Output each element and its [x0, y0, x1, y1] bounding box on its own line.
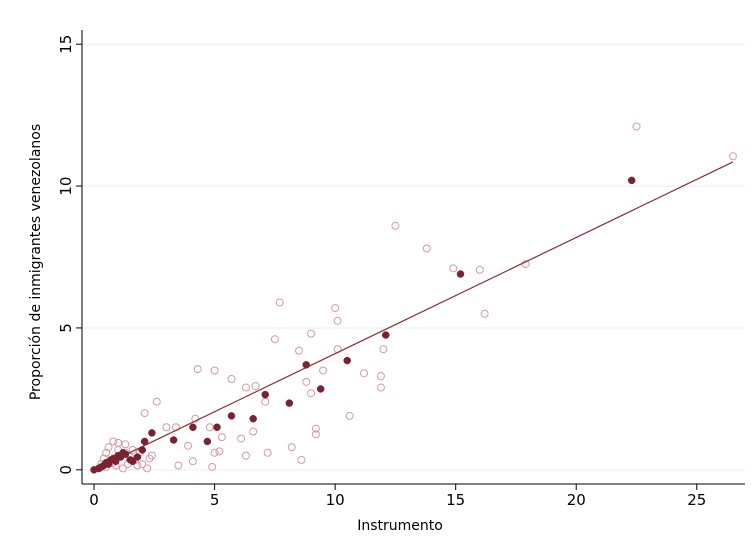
hollow-point	[217, 433, 226, 442]
filled-point	[140, 437, 149, 446]
hollow-point	[138, 460, 147, 469]
x-tick-label: 20	[567, 491, 586, 509]
hollow-point	[263, 448, 272, 457]
hollow-point	[208, 462, 217, 471]
hollow-point	[162, 423, 171, 432]
hollow-point	[728, 152, 737, 161]
hollow-point	[227, 375, 236, 384]
hollow-point	[174, 461, 183, 470]
hollow-point	[205, 423, 214, 432]
hollow-point	[307, 389, 316, 398]
hollow-point	[118, 464, 127, 473]
hollow-point	[188, 457, 197, 466]
hollow-point	[121, 440, 130, 449]
hollow-point	[147, 451, 156, 460]
hollow-point	[104, 443, 113, 452]
hollow-point	[210, 448, 219, 457]
hollow-point	[331, 304, 340, 313]
hollow-point	[237, 434, 246, 443]
x-tick-label: 0	[89, 491, 99, 509]
hollow-point	[152, 397, 161, 406]
hollow-point	[114, 438, 123, 447]
hollow-point	[210, 366, 219, 375]
hollow-point	[294, 346, 303, 355]
x-tick-label: 5	[210, 491, 220, 509]
hollow-point	[480, 309, 489, 318]
hollow-point	[376, 372, 385, 381]
filled-point	[382, 331, 390, 339]
filled-point	[627, 176, 636, 185]
hollow-point	[422, 244, 431, 253]
hollow-point	[391, 221, 400, 230]
hollow-point	[140, 409, 149, 418]
hollow-point	[360, 369, 369, 378]
x-tick-label: 10	[326, 491, 345, 509]
gridlines	[82, 43, 745, 471]
hollow-point	[307, 329, 316, 338]
hollow-point	[261, 397, 270, 406]
filled-point	[302, 361, 310, 369]
hollow-point	[215, 447, 224, 456]
filled-point	[261, 390, 269, 399]
hollow-point	[379, 345, 388, 354]
hollow-point	[319, 366, 328, 375]
filled-point	[203, 437, 212, 446]
y-tick-label: 15	[57, 35, 75, 54]
hollow-point	[475, 265, 484, 274]
hollow-point	[241, 451, 250, 460]
x-axis-title: Instrumento	[357, 518, 443, 534]
hollow-markers	[94, 122, 737, 473]
filled-point	[138, 446, 147, 454]
hollow-point	[109, 437, 118, 446]
filled-markers	[90, 176, 636, 474]
hollow-point	[270, 335, 279, 344]
y-tick-label: 5	[57, 323, 75, 333]
y-tick-label: 0	[57, 465, 75, 475]
hollow-point	[143, 464, 152, 473]
hollow-point	[311, 430, 320, 439]
fit-line-layer	[93, 161, 734, 471]
filled-point	[249, 414, 257, 423]
filled-point	[227, 412, 236, 420]
hollow-point	[251, 382, 260, 391]
hollow-point	[333, 316, 342, 325]
filled-point	[148, 429, 156, 437]
hollow-point	[345, 411, 354, 420]
filled-point	[456, 270, 465, 278]
filled-point	[169, 436, 178, 444]
hollow-point	[449, 264, 458, 273]
y-axis-title: Proporción de inmigrantes venezolanos	[28, 124, 44, 400]
filled-point	[213, 423, 221, 431]
hollow-point	[184, 441, 193, 450]
filled-point	[121, 450, 130, 458]
hollow-point	[249, 427, 258, 436]
hollow-point	[275, 298, 284, 307]
fit-line	[93, 161, 734, 471]
hollow-point	[287, 443, 296, 452]
hollow-point	[302, 377, 311, 386]
hollow-point	[376, 383, 385, 392]
filled-point	[285, 399, 294, 407]
filled-point	[133, 453, 142, 461]
hollow-point	[297, 455, 306, 464]
hollow-point	[241, 383, 250, 392]
x-tick-label: 25	[687, 491, 706, 509]
axes: 0 5 10 15 0 5 10 15 20 25	[57, 30, 745, 509]
filled-point	[316, 385, 325, 393]
hollow-point	[311, 424, 320, 433]
hollow-point	[193, 365, 202, 374]
x-tick-label: 15	[446, 491, 465, 509]
filled-point	[189, 423, 197, 431]
filled-point	[128, 457, 137, 466]
hollow-point	[632, 122, 641, 131]
hollow-point	[145, 454, 154, 463]
filled-point	[343, 356, 351, 365]
y-tick-label: 10	[57, 177, 75, 196]
